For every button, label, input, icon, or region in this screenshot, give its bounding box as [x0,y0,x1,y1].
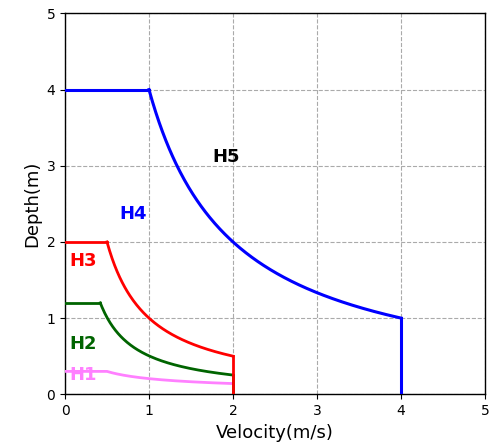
Text: H4: H4 [120,205,147,223]
Text: H5: H5 [212,148,240,166]
Text: H3: H3 [69,252,96,270]
Text: H2: H2 [69,335,96,353]
X-axis label: Velocity(m/s): Velocity(m/s) [216,423,334,442]
Y-axis label: Depth(m): Depth(m) [23,161,41,247]
Text: H1: H1 [69,366,96,384]
